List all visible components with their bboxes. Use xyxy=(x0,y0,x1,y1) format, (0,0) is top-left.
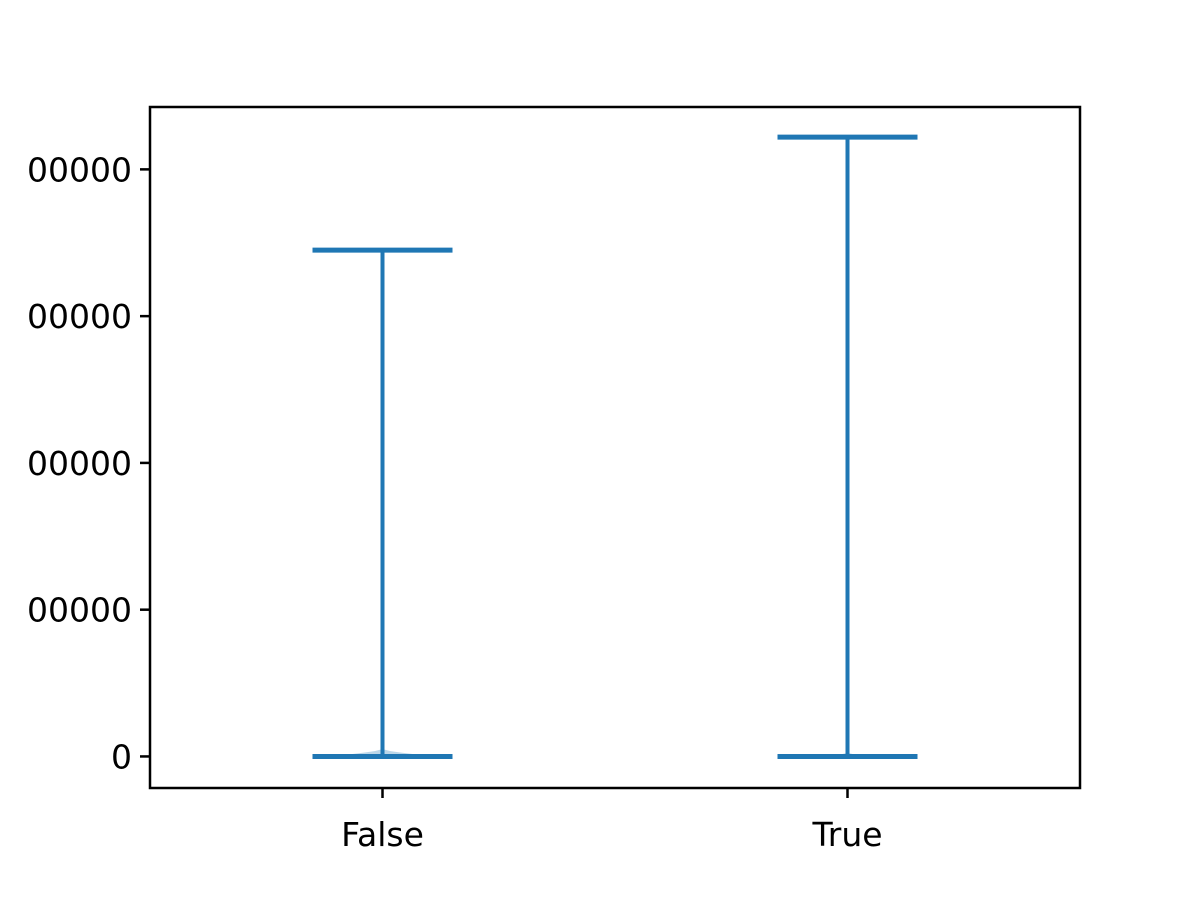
x-tick-label: True xyxy=(811,815,882,854)
violin-false xyxy=(312,247,453,759)
violin-true xyxy=(777,134,918,759)
chart-marks xyxy=(312,134,918,759)
y-tick-label: 00000 xyxy=(27,591,132,630)
plot-area-frame xyxy=(148,105,1082,790)
y-tick-label: 00000 xyxy=(27,297,132,336)
y-tick-label: 0 xyxy=(111,737,132,776)
y-tick-label: 00000 xyxy=(27,444,132,483)
x-axis: False True xyxy=(341,788,883,854)
x-tick-label: False xyxy=(341,815,424,854)
y-tick-label: 00000 xyxy=(27,150,132,189)
